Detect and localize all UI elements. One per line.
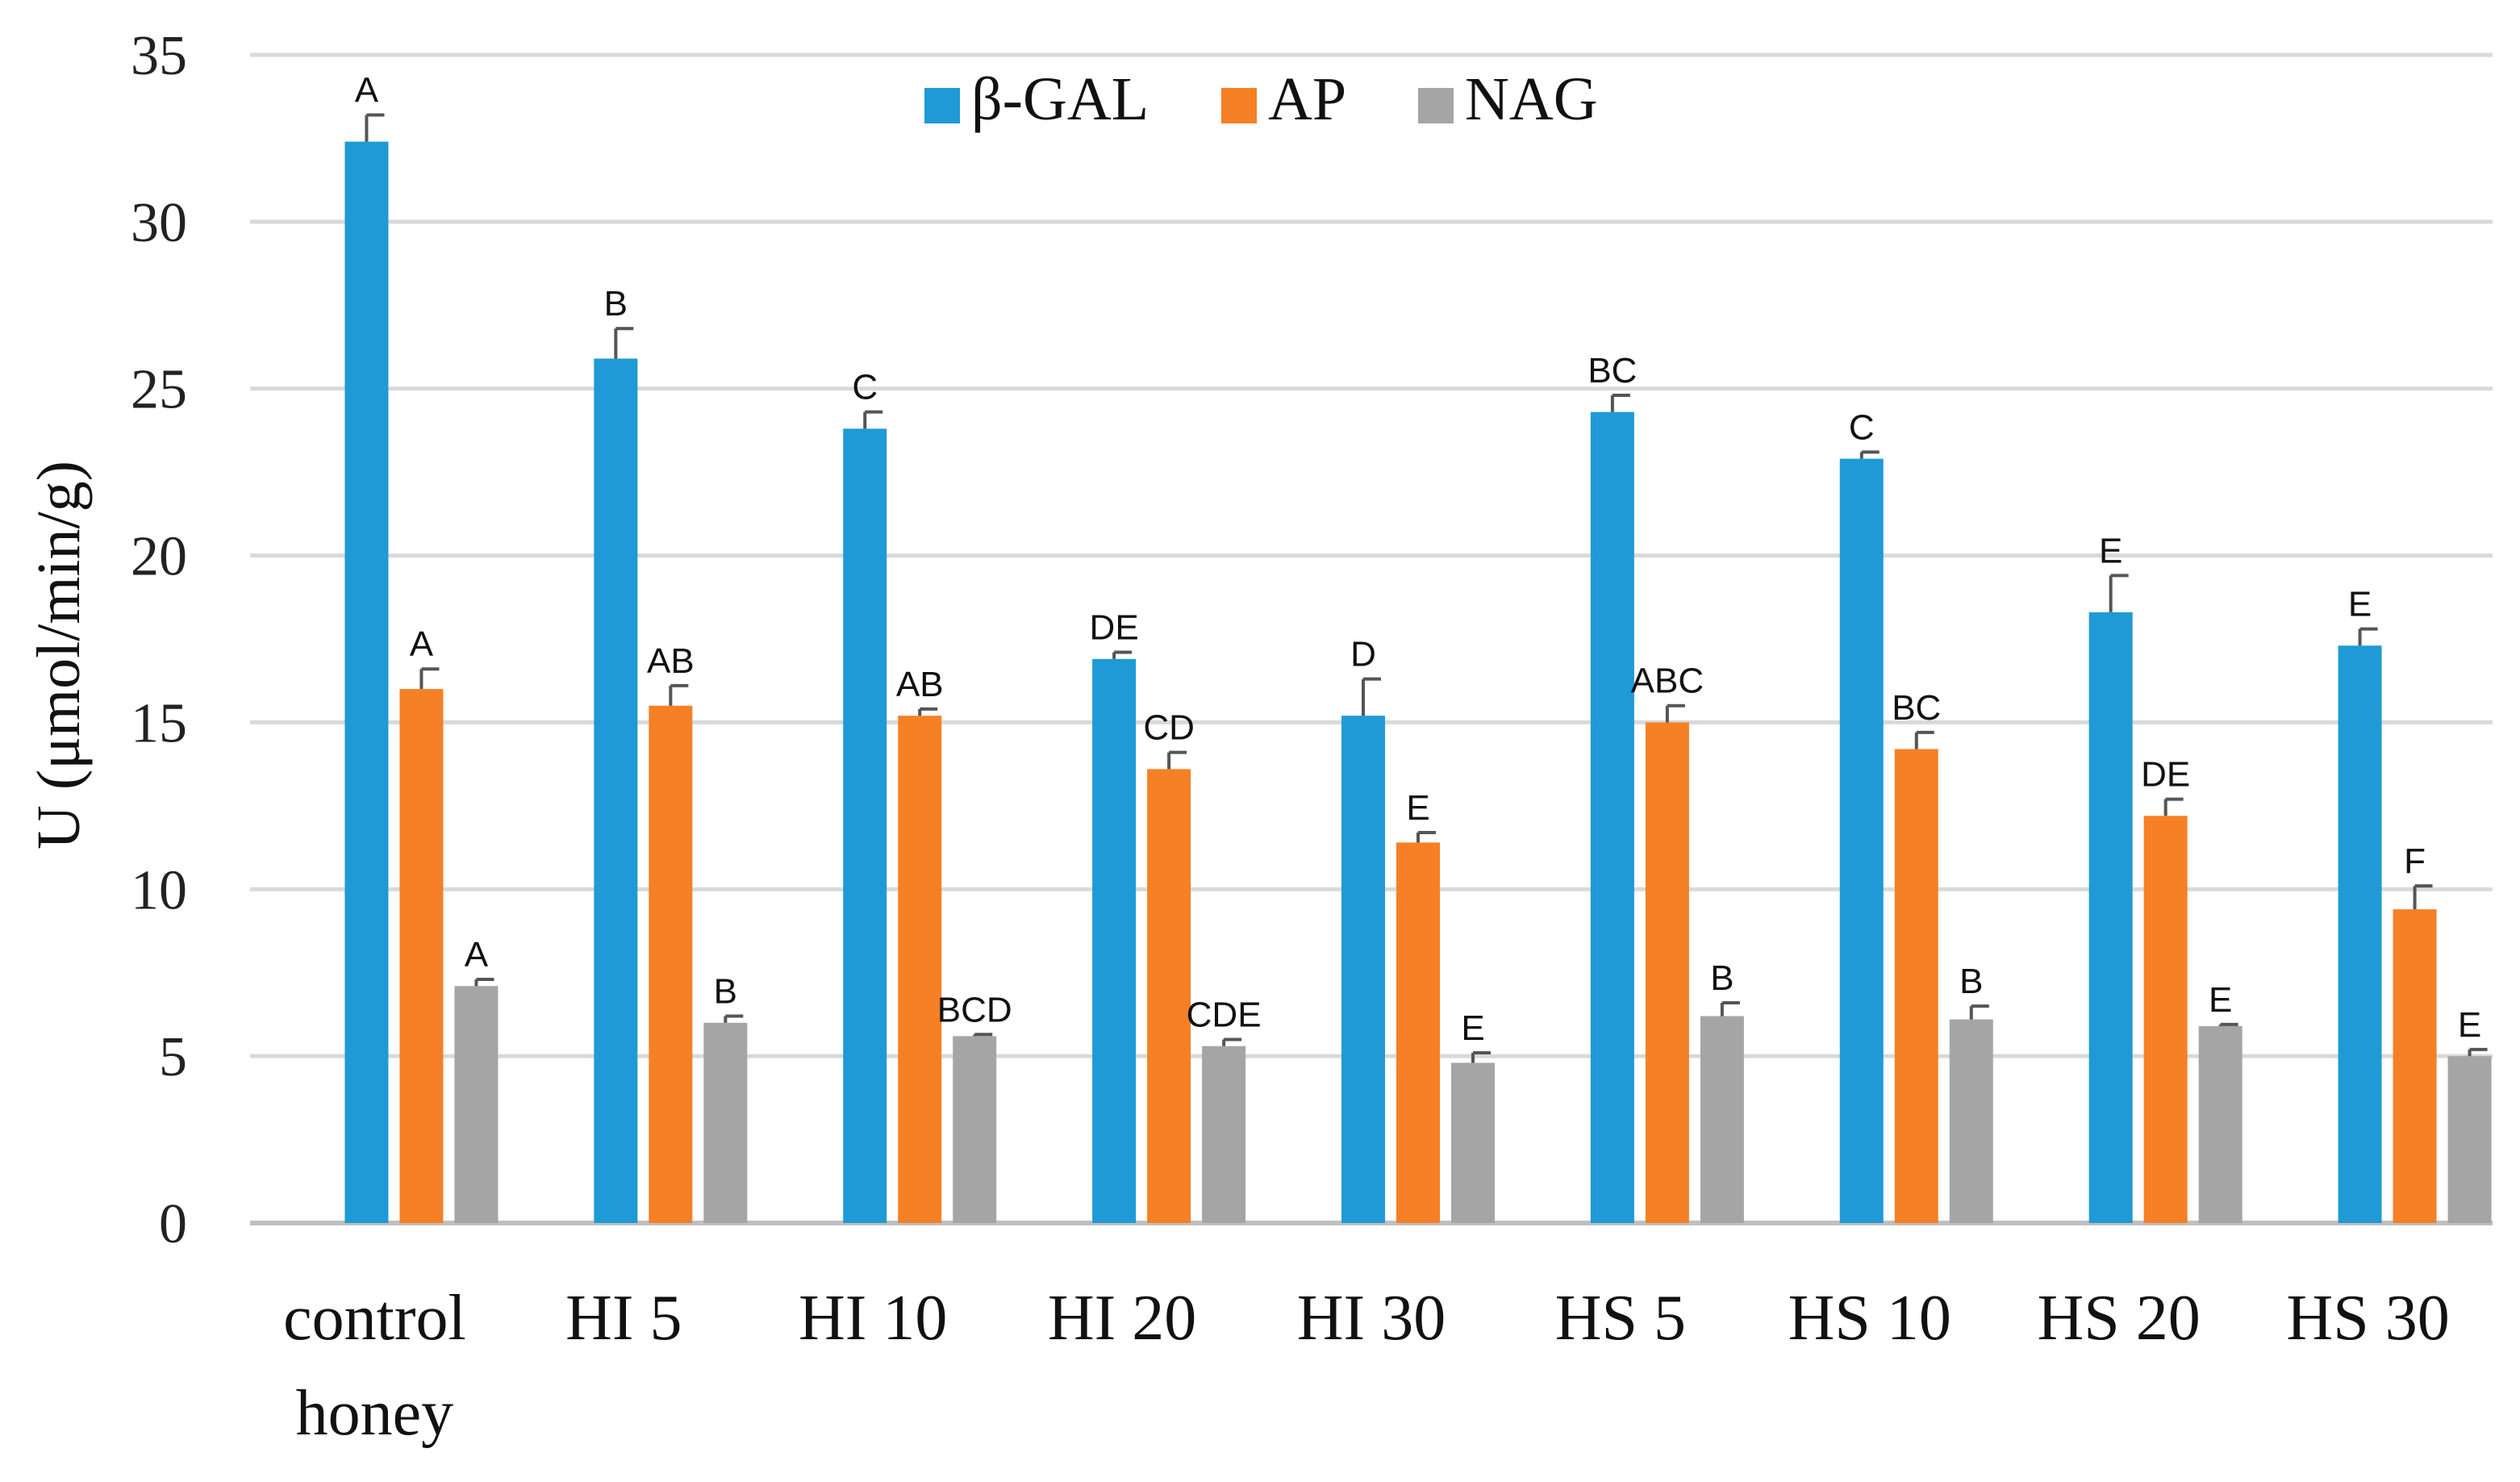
bar: [1645, 722, 1689, 1223]
bar: [953, 1036, 997, 1223]
legend-swatch: [1221, 88, 1257, 123]
significance-letter: A: [355, 70, 379, 110]
bar: [1341, 716, 1385, 1223]
bar: [1894, 749, 1938, 1223]
significance-letter: AB: [896, 665, 944, 704]
bar: [1147, 769, 1191, 1223]
x-category-label: control: [283, 1283, 466, 1354]
x-category-label: HI 30: [1297, 1283, 1446, 1354]
x-axis-categories: control honey HI 5 HI 10 HI 20 HI 30 HS 5 HS 10…: [283, 1283, 2450, 1449]
bar: [1700, 1016, 1744, 1223]
significance-letter: CD: [1143, 708, 1195, 748]
bar: [2447, 1056, 2492, 1223]
bar: [454, 986, 499, 1223]
significance-letter: D: [1350, 635, 1376, 674]
x-category-label: HS 5: [1555, 1283, 1686, 1354]
significance-letter: A: [465, 935, 489, 975]
x-category-label: HS 20: [2038, 1283, 2201, 1354]
bar: [1949, 1019, 1993, 1223]
significance-letter: B: [604, 284, 628, 324]
significance-letter: C: [852, 368, 878, 407]
y-tick-label: 35: [131, 25, 187, 87]
significance-letter: E: [2209, 980, 2232, 1020]
significance-letter: E: [2348, 585, 2372, 624]
legend-swatch: [924, 88, 960, 123]
bar: [1839, 458, 1884, 1223]
x-category-label: HS 30: [2286, 1283, 2449, 1354]
bar: [843, 428, 887, 1223]
bar: [2143, 816, 2188, 1223]
significance-letter: A: [410, 624, 434, 664]
bar: [1396, 842, 1440, 1223]
bar: [2393, 909, 2437, 1223]
legend-label: AP: [1268, 65, 1346, 133]
bar: [1202, 1046, 1246, 1223]
bar: [649, 705, 693, 1223]
significance-letter: C: [1849, 407, 1875, 447]
significance-letter: B: [1959, 962, 1983, 1001]
x-category-label: HI 5: [565, 1283, 682, 1354]
significance-letter: DE: [1090, 608, 1139, 648]
significance-letter: E: [1406, 788, 1429, 828]
significance-letter: ABC: [1631, 662, 1704, 701]
bar: [1590, 411, 1634, 1223]
significance-letter: F: [2404, 841, 2426, 881]
significance-letter: BCD: [937, 990, 1012, 1029]
bar: [1451, 1062, 1495, 1223]
significance-letter: BC: [1892, 688, 1941, 728]
y-tick-label: 15: [131, 692, 187, 754]
significance-letter: E: [2458, 1005, 2481, 1045]
significance-letter: DE: [2141, 755, 2190, 795]
bar: [594, 358, 638, 1224]
x-category-label: HI 20: [1048, 1283, 1196, 1354]
significance-letter: E: [1461, 1008, 1484, 1048]
bar: [2088, 612, 2133, 1223]
y-tick-label: 30: [131, 192, 187, 254]
significance-letter: E: [2099, 531, 2122, 570]
y-tick-label: 0: [159, 1193, 187, 1255]
x-category-label: HS 10: [1788, 1283, 1951, 1354]
legend: β-GAL AP NAG: [924, 65, 1598, 133]
significance-letter: B: [714, 971, 737, 1011]
bar: [399, 689, 444, 1223]
significance-letter: BC: [1588, 351, 1637, 390]
bar: [2338, 645, 2382, 1223]
significance-letter: AB: [647, 641, 695, 681]
legend-label: β-GAL: [971, 65, 1149, 133]
y-tick-label: 5: [159, 1026, 187, 1088]
bar: [703, 1022, 748, 1223]
y-tick-label: 25: [131, 359, 187, 421]
y-axis-ticks: 0 5 10 15 20 25 30 35: [131, 25, 187, 1255]
x-category-label: HI 10: [799, 1283, 947, 1354]
x-category-label: honey: [296, 1378, 454, 1449]
bar: [898, 716, 942, 1223]
bar: [2198, 1025, 2243, 1223]
legend-label: NAG: [1465, 65, 1598, 133]
y-axis-label: U (μmol/min/g): [25, 461, 93, 850]
legend-swatch: [1418, 88, 1454, 123]
bar: [1092, 658, 1137, 1223]
bar: [344, 141, 389, 1224]
error-bars: [365, 113, 2488, 1063]
y-tick-label: 20: [131, 526, 187, 588]
significance-letter: B: [1710, 958, 1734, 998]
y-tick-label: 10: [131, 859, 187, 921]
significance-letter: CDE: [1187, 995, 1262, 1034]
bars: [344, 141, 2492, 1224]
